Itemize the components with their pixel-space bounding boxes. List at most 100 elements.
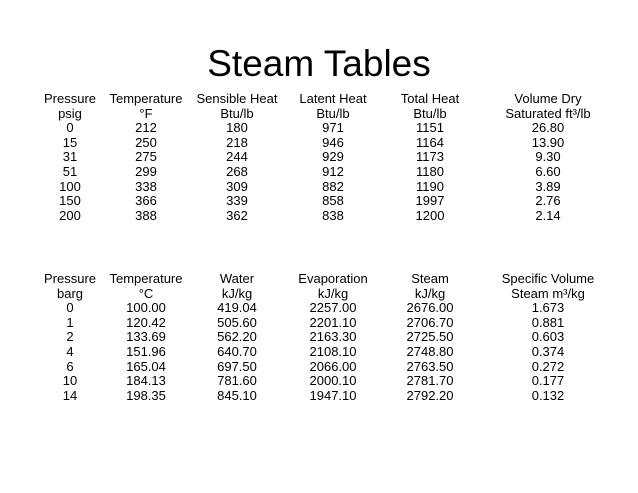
table-cell: 184.13 — [126, 373, 166, 389]
table-row: 6 165.04 697.50 2066.00 2763.50 0.272 — [38, 358, 618, 375]
table-cell: 31 — [62, 149, 78, 165]
table-cell: 1173 — [416, 149, 444, 165]
table-cell: 13.90 — [531, 134, 565, 150]
table-cell: 929 — [322, 149, 344, 165]
column-unit: Saturated ft³/lb — [505, 105, 591, 121]
table-cell: 781.60 — [217, 373, 257, 389]
table-cell: 858 — [322, 193, 344, 209]
table-cell: 200 — [59, 207, 81, 223]
table-cell: 971 — [322, 120, 344, 136]
table-cell: 2748.80 — [406, 343, 454, 359]
table-cell: 1164 — [416, 134, 444, 150]
column-header: Pressure — [43, 91, 97, 106]
table-cell: 2792.20 — [406, 387, 454, 403]
table-cell: 946 — [322, 134, 344, 150]
metric-steam-table: Pressure Temperature Water Evaporation Steam… — [38, 271, 618, 403]
column-header: Temperature — [109, 271, 183, 286]
table-cell: 0.177 — [531, 373, 565, 389]
table-cell: 133.69 — [126, 329, 166, 345]
table-cell: 275 — [135, 149, 157, 165]
table-row: 0 212 180 971 1151 26.80 — [38, 121, 618, 136]
column-header: Temperature — [109, 91, 183, 106]
table-cell: 151.96 — [126, 343, 166, 359]
metric-table-body: 0 100.00 419.04 2257.00 2676.00 1.673 1 120.42 5… — [38, 301, 618, 403]
column-unit: kJ/kg — [414, 285, 446, 301]
table-cell: 845.10 — [217, 387, 257, 403]
table-cell: 2201.10 — [309, 314, 357, 330]
header-row: barg °C kJ/kg kJ/kg kJ/kg Steam m³/kg — [38, 285, 618, 302]
table-cell: 2.14 — [535, 207, 561, 223]
imperial-table-header: Pressure Temperature Sensible Heat Latent H… — [38, 91, 618, 122]
table-cell: 9.30 — [535, 149, 561, 165]
table-cell: 2108.10 — [309, 343, 357, 359]
column-unit: Steam m³/kg — [511, 285, 585, 301]
table-cell: 0.374 — [531, 343, 565, 359]
column-header: Specific Volume — [501, 271, 595, 286]
table-cell: 250 — [135, 134, 157, 150]
table-row: 51 299 268 912 1180 6.60 — [38, 163, 618, 180]
table-cell: 180 — [226, 120, 248, 136]
table-cell: 2 — [66, 329, 74, 345]
column-unit: Btu/lb — [220, 105, 254, 121]
table-cell: 309 — [226, 178, 248, 194]
table-cell: 0.132 — [531, 387, 565, 403]
column-unit: °C — [138, 285, 154, 301]
imperial-table-body: 0 212 180 971 1151 26.80 15 250 218 946 1164 13.90 3… — [38, 121, 618, 223]
table-cell: 212 — [135, 120, 157, 136]
table-cell: 882 — [322, 178, 344, 194]
table-cell: 14 — [62, 387, 78, 403]
column-unit: kJ/kg — [221, 285, 253, 301]
table-cell: 4 — [66, 343, 74, 359]
table-cell: 505.60 — [217, 314, 257, 330]
column-header: Steam — [411, 271, 449, 286]
table-cell: 2676.00 — [406, 300, 454, 316]
imperial-steam-table: Pressure Temperature Sensible Heat Latent H… — [38, 91, 618, 223]
table-cell: 2066.00 — [309, 358, 357, 374]
table-cell: 2725.50 — [406, 329, 454, 345]
table-row: 14 198.35 845.10 1947.10 2792.20 0.132 — [38, 387, 618, 404]
table-cell: 0 — [66, 120, 74, 136]
table-row: 0 100.00 419.04 2257.00 2676.00 1.673 — [38, 301, 618, 316]
table-cell: 1 — [66, 314, 74, 330]
table-cell: 120.42 — [126, 314, 166, 330]
table-row: 150 366 339 858 1997 2.76 — [38, 194, 618, 209]
table-row: 200 388 362 838 1200 2.14 — [38, 207, 618, 224]
column-unit: °F — [139, 105, 153, 121]
table-cell: 100.00 — [126, 300, 166, 316]
column-unit: barg — [56, 285, 84, 301]
table-cell: 165.04 — [126, 358, 166, 374]
table-cell: 1997 — [415, 193, 445, 209]
table-row: 1 120.42 505.60 2201.10 2706.70 0.881 — [38, 314, 618, 331]
table-cell: 0.272 — [531, 358, 565, 374]
table-cell: 388 — [135, 207, 157, 223]
table-cell: 2163.30 — [309, 329, 357, 345]
column-unit: Btu/lb — [413, 105, 447, 121]
table-cell: 366 — [135, 193, 157, 209]
table-row: 31 275 244 929 1173 9.30 — [38, 150, 618, 165]
table-cell: 244 — [226, 149, 248, 165]
table-cell: 697.50 — [217, 358, 257, 374]
column-header: Total Heat — [400, 91, 460, 106]
table-cell: 1200 — [415, 207, 445, 223]
table-cell: 1947.10 — [309, 387, 357, 403]
table-cell: 218 — [226, 134, 248, 150]
column-unit: kJ/kg — [317, 285, 349, 301]
table-cell: 2.76 — [535, 193, 561, 209]
header-row: psig °F Btu/lb Btu/lb Btu/lb Saturated ft³/lb — [38, 105, 618, 122]
column-header: Evaporation — [298, 271, 368, 286]
column-unit: Btu/lb — [316, 105, 350, 121]
table-cell: 419.04 — [217, 300, 257, 316]
table-cell: 2781.70 — [406, 373, 454, 389]
table-cell: 10 — [62, 373, 78, 389]
table-cell: 15 — [62, 134, 78, 150]
table-cell: 0 — [66, 300, 74, 316]
header-row: Pressure Temperature Water Evaporation Steam… — [38, 271, 618, 287]
table-cell: 562.20 — [217, 329, 257, 345]
column-header: Pressure — [43, 271, 97, 286]
table-cell: 1180 — [416, 163, 444, 179]
table-row: 4 151.96 640.70 2108.10 2748.80 0.374 — [38, 343, 618, 360]
table-row: 2 133.69 562.20 2163.30 2725.50 0.603 — [38, 330, 618, 345]
table-cell: 0.603 — [531, 329, 565, 345]
table-cell: 640.70 — [217, 343, 257, 359]
header-row: Pressure Temperature Sensible Heat Latent H… — [38, 91, 618, 107]
